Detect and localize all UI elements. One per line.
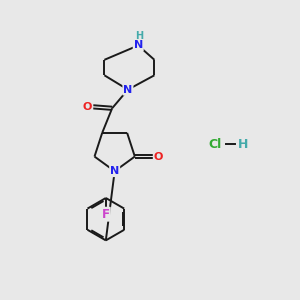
Text: H: H (135, 31, 143, 41)
Text: N: N (123, 85, 133, 94)
Text: N: N (134, 40, 143, 50)
Text: H: H (238, 138, 248, 151)
Text: O: O (83, 102, 92, 112)
Text: O: O (154, 152, 163, 162)
Text: N: N (110, 166, 119, 176)
Text: F: F (102, 208, 110, 221)
Text: Cl: Cl (208, 138, 221, 151)
